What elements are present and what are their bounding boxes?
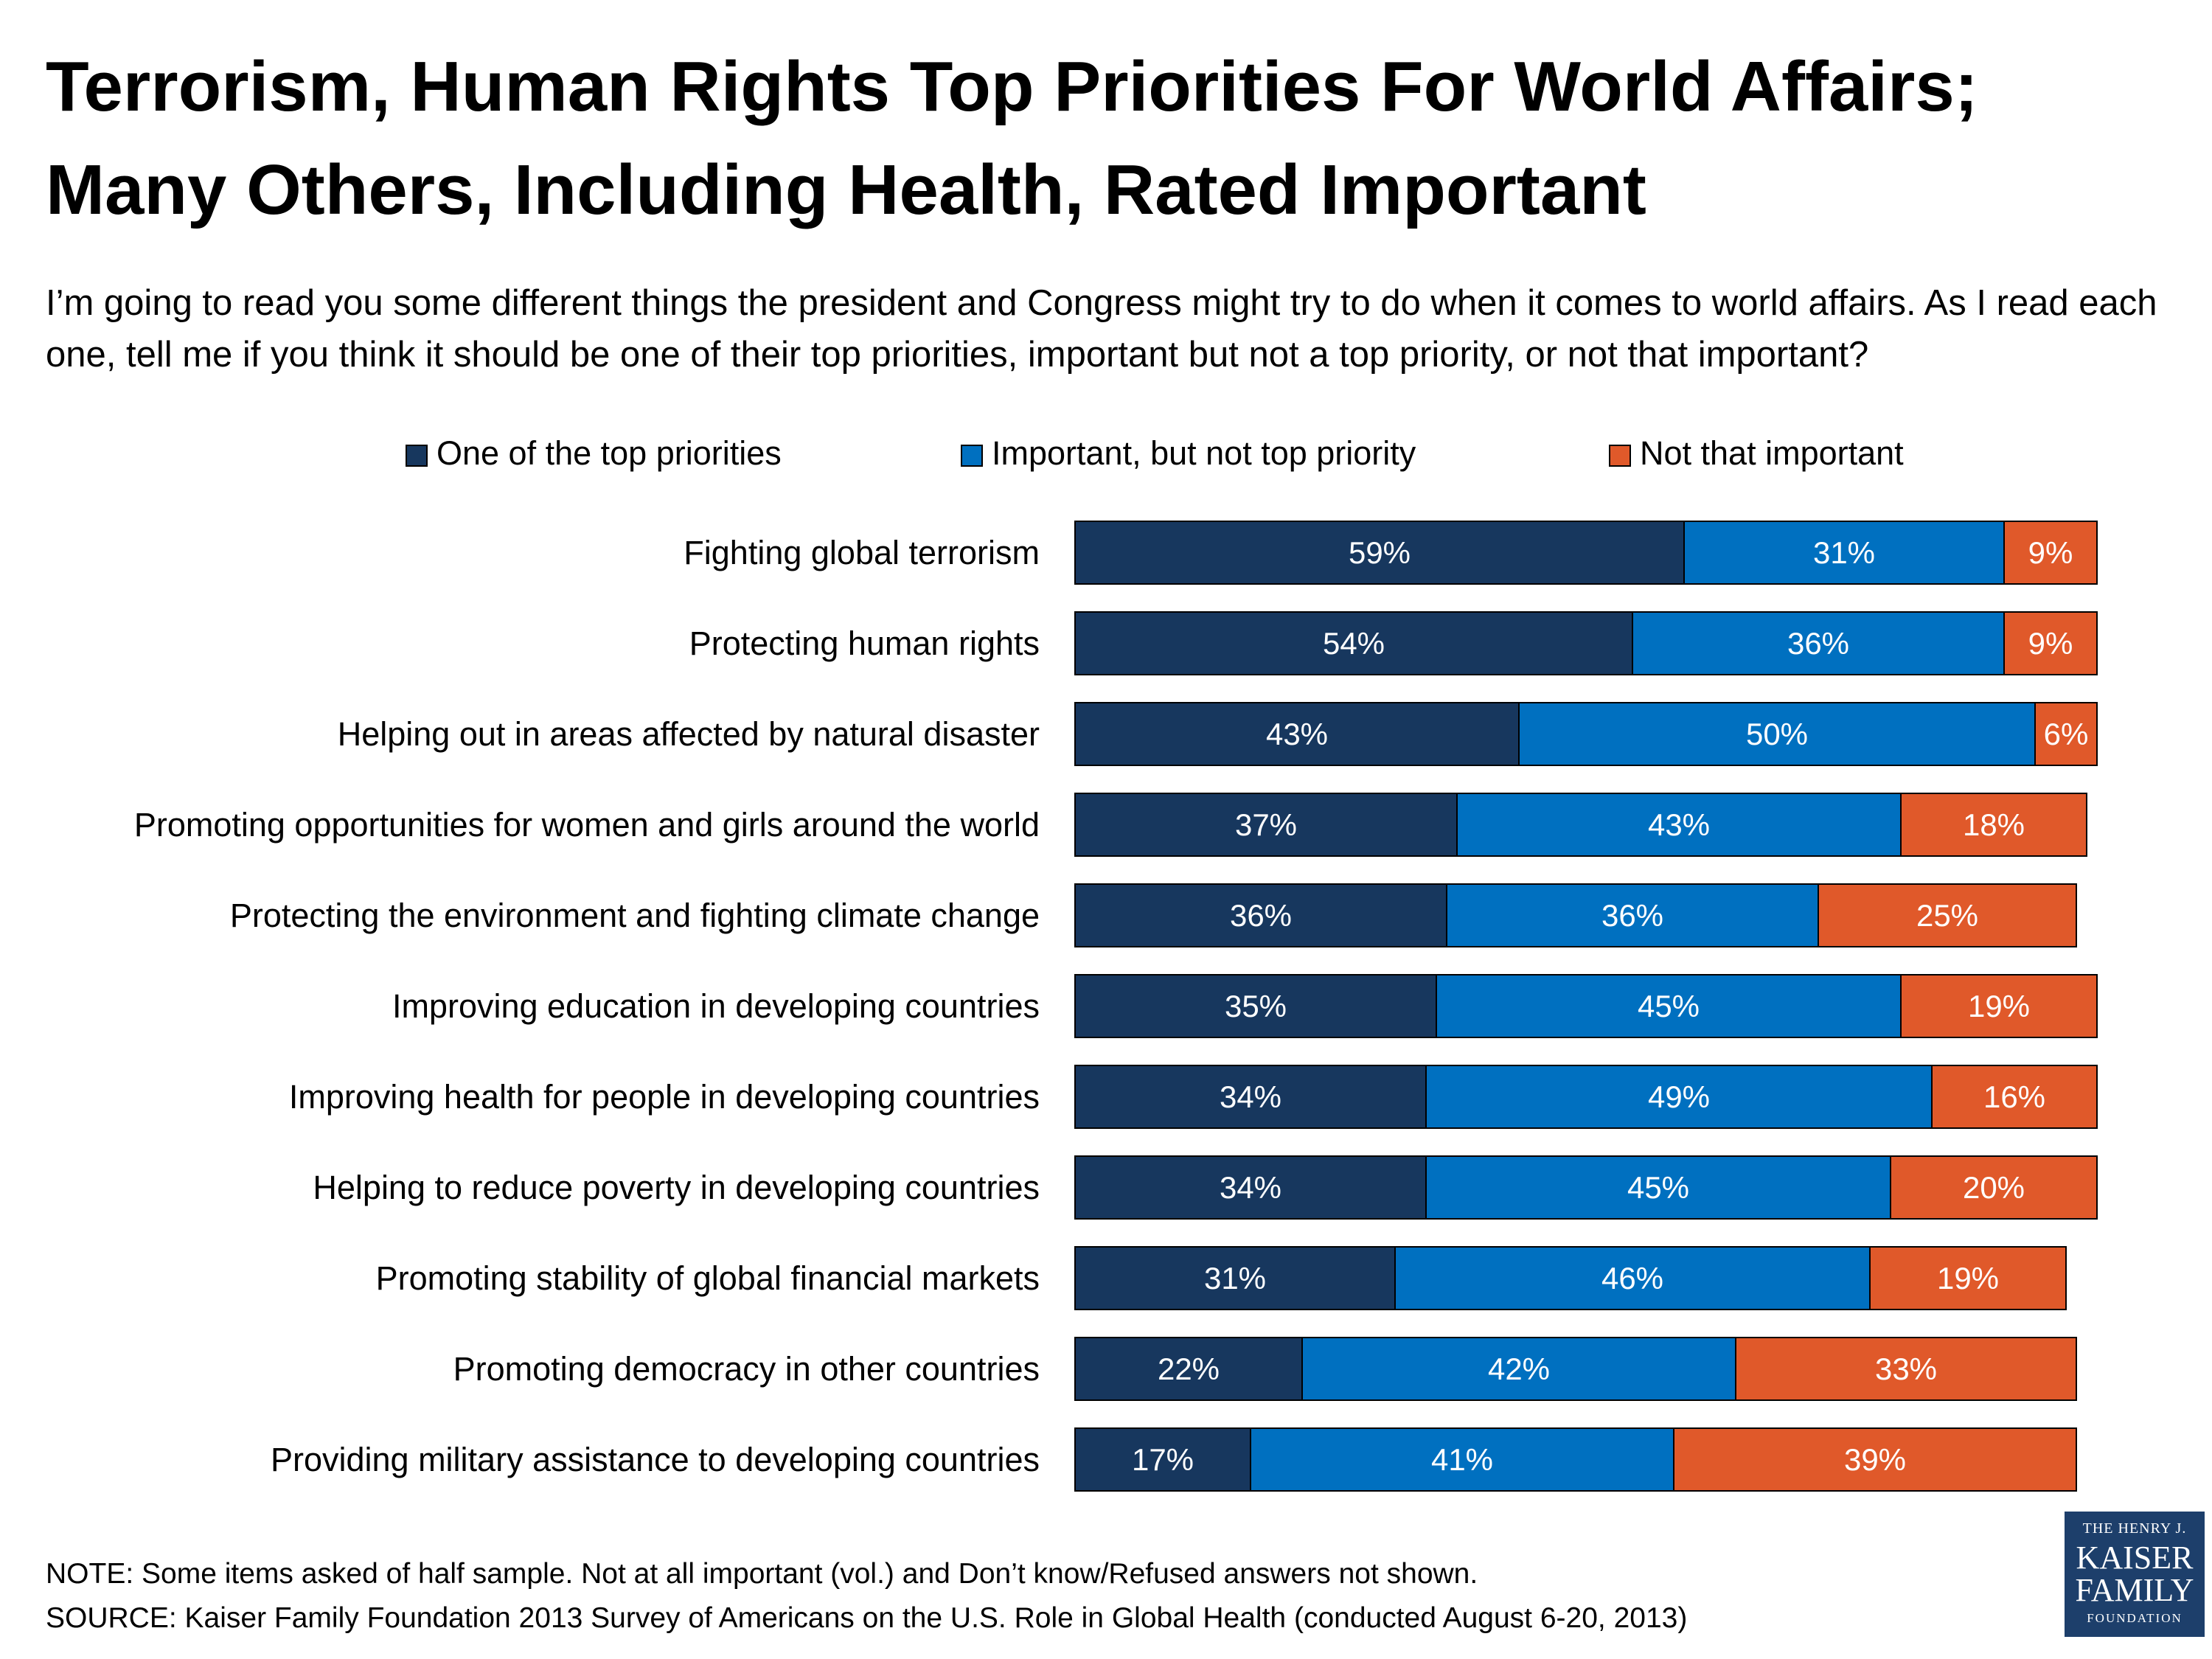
data-label-one-of-the-top-priorities-10: 22%: [1158, 1352, 1220, 1386]
legend-swatch-top-priority: [406, 445, 428, 467]
legend-item-not-important: Not that important: [1609, 431, 1904, 476]
data-label-not-that-important-8: 20%: [1963, 1170, 2025, 1205]
data-label-one-of-the-top-priorities-6: 35%: [1225, 989, 1287, 1023]
chart-title-line-1: Terrorism, Human Rights Top Priorities F…: [46, 47, 1978, 126]
category-label-protecting-human-rights: Protecting human rights: [689, 625, 1040, 662]
category-label-providing-military-assistance-to-developing-countries: Providing military assistance to develop…: [271, 1441, 1040, 1478]
bar-segment-not-that-important-9: [1869, 1246, 2067, 1310]
chart-title-line-2: Many Others, Including Health, Rated Imp…: [46, 150, 1646, 229]
bar-segment-not-that-important-10: [1735, 1337, 2077, 1401]
data-label-not-that-important-10: 33%: [1875, 1352, 1937, 1386]
legend-label-top-priority: One of the top priorities: [437, 434, 782, 472]
data-label-important-but-not-top-priority-2: 36%: [1787, 626, 1849, 661]
category-label-promoting-stability-of-global-financial-markets: Promoting stability of global financial …: [376, 1259, 1040, 1297]
data-label-not-that-important-1: 9%: [2028, 535, 2073, 570]
data-label-not-that-important-3: 6%: [2044, 717, 2089, 751]
bar-segment-not-that-important-1: [2003, 521, 2098, 585]
data-label-one-of-the-top-priorities-9: 31%: [1204, 1261, 1266, 1295]
category-label-fighting-global-terrorism: Fighting global terrorism: [684, 534, 1040, 571]
bar-segment-one-of-the-top-priorities-7: [1074, 1065, 1427, 1129]
category-label-promoting-democracy-in-other-countries: Promoting democracy in other countries: [453, 1350, 1040, 1388]
data-label-important-but-not-top-priority-10: 42%: [1488, 1352, 1550, 1386]
data-label-one-of-the-top-priorities-3: 43%: [1266, 717, 1328, 751]
data-label-important-but-not-top-priority-8: 45%: [1627, 1170, 1689, 1205]
data-label-one-of-the-top-priorities-8: 34%: [1220, 1170, 1281, 1205]
data-label-not-that-important-11: 39%: [1844, 1442, 1906, 1477]
data-label-not-that-important-6: 19%: [1968, 989, 2030, 1023]
data-label-one-of-the-top-priorities-7: 34%: [1220, 1079, 1281, 1114]
bar-segment-important-but-not-top-priority-8: [1425, 1155, 1891, 1220]
source-text: SOURCE: Kaiser Family Foundation 2013 Su…: [46, 1602, 1688, 1634]
data-label-not-that-important-4: 18%: [1963, 807, 2025, 842]
bar-segment-one-of-the-top-priorities-9: [1074, 1246, 1396, 1310]
bar-segment-not-that-important-8: [1890, 1155, 2098, 1220]
data-label-one-of-the-top-priorities-11: 17%: [1132, 1442, 1194, 1477]
data-label-one-of-the-top-priorities-4: 37%: [1235, 807, 1297, 842]
bar-segment-one-of-the-top-priorities-5: [1074, 883, 1447, 947]
bar-segment-one-of-the-top-priorities-6: [1074, 974, 1437, 1038]
bar-segment-one-of-the-top-priorities-8: [1074, 1155, 1427, 1220]
survey-question: I’m going to read you some different thi…: [46, 283, 2157, 375]
bar-segment-important-but-not-top-priority-3: [1518, 702, 2036, 766]
legend-item-top-priority: One of the top priorities: [406, 431, 782, 476]
data-label-important-but-not-top-priority-6: 45%: [1638, 989, 1700, 1023]
note-text: NOTE: Some items asked of half sample. N…: [46, 1558, 1478, 1590]
category-label-improving-education-in-developing-countries: Improving education in developing countr…: [392, 987, 1040, 1025]
data-label-important-but-not-top-priority-3: 50%: [1746, 717, 1808, 751]
kaiser-family-foundation-logo: THE HENRY J. KAISER FAMILY FOUNDATION: [2065, 1512, 2205, 1637]
bar-segment-important-but-not-top-priority-9: [1394, 1246, 1871, 1310]
legend-swatch-not-important: [1609, 445, 1631, 467]
legend: One of the top priorities Important, but…: [406, 431, 2175, 476]
data-label-important-but-not-top-priority-7: 49%: [1648, 1079, 1710, 1114]
data-label-important-but-not-top-priority-4: 43%: [1648, 807, 1710, 842]
data-label-one-of-the-top-priorities-1: 59%: [1349, 535, 1411, 570]
bar-segment-not-that-important-3: [2034, 702, 2098, 766]
category-label-helping-out-in-areas-affected-by-natural-disaster: Helping out in areas affected by natural…: [338, 715, 1040, 753]
bar-segment-important-but-not-top-priority-6: [1436, 974, 1902, 1038]
data-label-not-that-important-5: 25%: [1916, 898, 1978, 933]
bar-segment-important-but-not-top-priority-1: [1683, 521, 2005, 585]
data-label-not-that-important-2: 9%: [2028, 626, 2073, 661]
legend-item-important: Important, but not top priority: [961, 431, 1416, 476]
data-label-important-but-not-top-priority-9: 46%: [1601, 1261, 1663, 1295]
bar-segment-one-of-the-top-priorities-4: [1074, 793, 1458, 857]
data-label-not-that-important-9: 19%: [1937, 1261, 1999, 1295]
data-label-not-that-important-7: 16%: [1983, 1079, 2045, 1114]
data-label-important-but-not-top-priority-1: 31%: [1813, 535, 1875, 570]
legend-label-important: Important, but not top priority: [992, 434, 1416, 472]
bar-segment-not-that-important-7: [1931, 1065, 2098, 1129]
bar-segment-important-but-not-top-priority-5: [1446, 883, 1819, 947]
data-label-important-but-not-top-priority-11: 41%: [1431, 1442, 1493, 1477]
category-label-protecting-the-environment-and-fighting-climate-change: Protecting the environment and fighting …: [230, 897, 1040, 934]
bar-segment-not-that-important-5: [1818, 883, 2077, 947]
bar-segment-important-but-not-top-priority-11: [1250, 1427, 1674, 1492]
bar-segment-not-that-important-11: [1673, 1427, 2077, 1492]
bar-segment-not-that-important-2: [2003, 611, 2098, 675]
category-label-promoting-opportunities-for-women-and-girls-around-the-world: Promoting opportunities for women and gi…: [134, 806, 1040, 844]
bar-segment-important-but-not-top-priority-4: [1456, 793, 1902, 857]
data-label-one-of-the-top-priorities-2: 54%: [1323, 626, 1385, 661]
bar-segment-one-of-the-top-priorities-11: [1074, 1427, 1251, 1492]
bar-segment-not-that-important-4: [1900, 793, 2087, 857]
legend-label-not-important: Not that important: [1640, 434, 1904, 472]
category-label-helping-to-reduce-poverty-in-developing-countries: Helping to reduce poverty in developing …: [313, 1169, 1040, 1206]
bar-segment-one-of-the-top-priorities-3: [1074, 702, 1520, 766]
bar-segment-one-of-the-top-priorities-10: [1074, 1337, 1303, 1401]
legend-swatch-important: [961, 445, 983, 467]
footnotes: NOTE: Some items asked of half sample. N…: [46, 1552, 2037, 1641]
chart-title: Terrorism, Human Rights Top Priorities F…: [46, 35, 2184, 242]
data-label-one-of-the-top-priorities-5: 36%: [1230, 898, 1292, 933]
data-label-important-but-not-top-priority-5: 36%: [1601, 898, 1663, 933]
bar-segment-important-but-not-top-priority-10: [1301, 1337, 1736, 1401]
bar-segment-one-of-the-top-priorities-1: [1074, 521, 1685, 585]
bar-segment-important-but-not-top-priority-7: [1425, 1065, 1933, 1129]
bar-segment-not-that-important-6: [1900, 974, 2098, 1038]
bar-segment-important-but-not-top-priority-2: [1632, 611, 2005, 675]
category-label-improving-health-for-people-in-developing-countries: Improving health for people in developin…: [289, 1078, 1040, 1116]
